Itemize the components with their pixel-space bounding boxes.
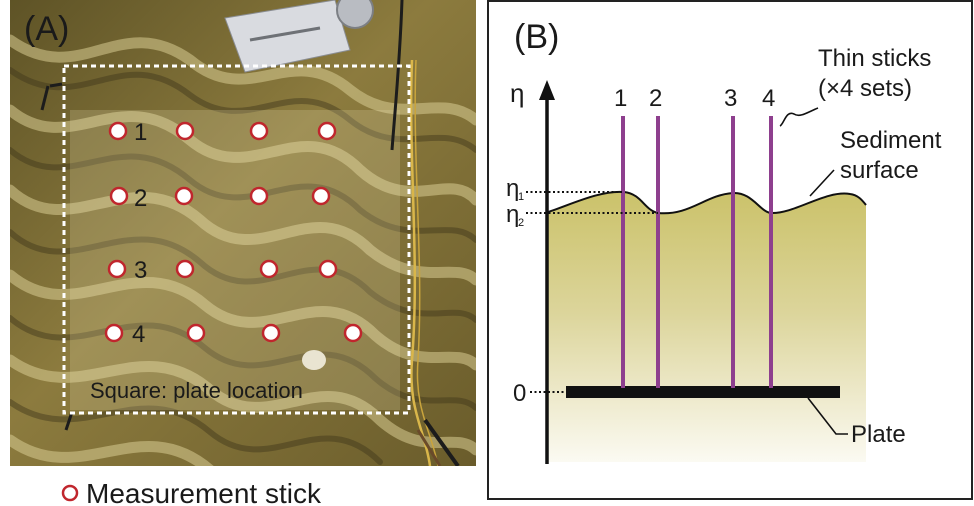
measurement-stick-marker-r4-c2 bbox=[186, 323, 206, 343]
sediment-label-line1: Sediment bbox=[840, 127, 942, 154]
stick-number-1: 1 bbox=[614, 85, 627, 112]
measurement-stick-markers bbox=[104, 121, 363, 343]
sample-tag bbox=[224, 0, 374, 73]
measurement-stick-marker-r3-c3 bbox=[259, 259, 279, 279]
wire bbox=[390, 0, 404, 151]
corner-marker bbox=[64, 411, 74, 431]
sediment-body bbox=[548, 191, 866, 462]
eta-axis-arrow-icon bbox=[539, 80, 555, 100]
row-number-4: 4 bbox=[132, 321, 145, 348]
thin-sticks-label-line2: (×4 sets) bbox=[818, 75, 912, 102]
thin-sticks-leader-line bbox=[779, 107, 819, 127]
rod bbox=[416, 429, 442, 466]
measurement-stick-marker-r3-c4 bbox=[318, 259, 338, 279]
stick-number-4: 4 bbox=[762, 85, 775, 112]
measurement-stick-marker-r4-c3 bbox=[261, 323, 281, 343]
shell-fragment bbox=[302, 350, 326, 370]
row-number-3: 3 bbox=[134, 257, 147, 284]
eta1-label: η bbox=[506, 175, 519, 202]
panel-b-label: (B) bbox=[514, 18, 559, 56]
sediment-leader-line bbox=[809, 169, 835, 197]
plate-location-square bbox=[62, 64, 411, 415]
measurement-stick-marker-r2-c4 bbox=[311, 186, 331, 206]
zero-label: 0 bbox=[513, 380, 526, 407]
sand-ripple-photo bbox=[10, 0, 476, 466]
measurement-stick-marker-r4-c1 bbox=[104, 323, 124, 343]
legend-text: Measurement stick bbox=[86, 478, 322, 506]
measurement-stick-marker-r1-c1 bbox=[108, 121, 128, 141]
corner-marker bbox=[40, 85, 50, 111]
corner-marker bbox=[49, 82, 63, 88]
plate-leader-line bbox=[807, 397, 848, 435]
measurement-stick-marker-r2-c2 bbox=[174, 186, 194, 206]
rod bbox=[423, 418, 460, 466]
measurement-stick-marker-r1-c3 bbox=[249, 121, 269, 141]
eta2-label: η bbox=[506, 201, 519, 228]
legend-marker-icon bbox=[61, 484, 79, 502]
plate bbox=[566, 386, 840, 398]
measurement-stick-marker-r4-c4 bbox=[343, 323, 363, 343]
plate-label: Plate bbox=[851, 421, 906, 448]
measurement-stick-marker-r2-c3 bbox=[249, 186, 269, 206]
row-number-1: 1 bbox=[134, 119, 147, 146]
stick-number-2: 2 bbox=[649, 85, 662, 112]
sediment-label-line2: surface bbox=[840, 157, 919, 184]
wire bbox=[414, 59, 439, 466]
thin-sticks-label-line1: Thin sticks bbox=[818, 45, 931, 72]
measurement-stick-marker-r1-c4 bbox=[317, 121, 337, 141]
stick-number-3: 3 bbox=[724, 85, 737, 112]
eta2-subscript: 2 bbox=[518, 217, 524, 229]
eta1-subscript: 1 bbox=[518, 191, 524, 203]
panel-a-label: (A) bbox=[24, 10, 69, 48]
measurement-stick-marker-r2-c1 bbox=[109, 186, 129, 206]
measurement-stick-marker-r3-c2 bbox=[175, 259, 195, 279]
panel-b: 1 2 3 4 η η 1 η 2 0 Thin sticks (×4 sets… bbox=[487, 0, 973, 500]
square-caption: Square: plate location bbox=[90, 378, 303, 403]
row-number-2: 2 bbox=[134, 185, 147, 212]
eta-axis-label: η bbox=[510, 78, 524, 108]
measurement-stick-marker-r3-c1 bbox=[107, 259, 127, 279]
panel-a: 1 2 3 4 Square: plate location (A) Measu… bbox=[10, 0, 476, 506]
measurement-stick-marker-r1-c2 bbox=[175, 121, 195, 141]
wire bbox=[409, 59, 432, 466]
